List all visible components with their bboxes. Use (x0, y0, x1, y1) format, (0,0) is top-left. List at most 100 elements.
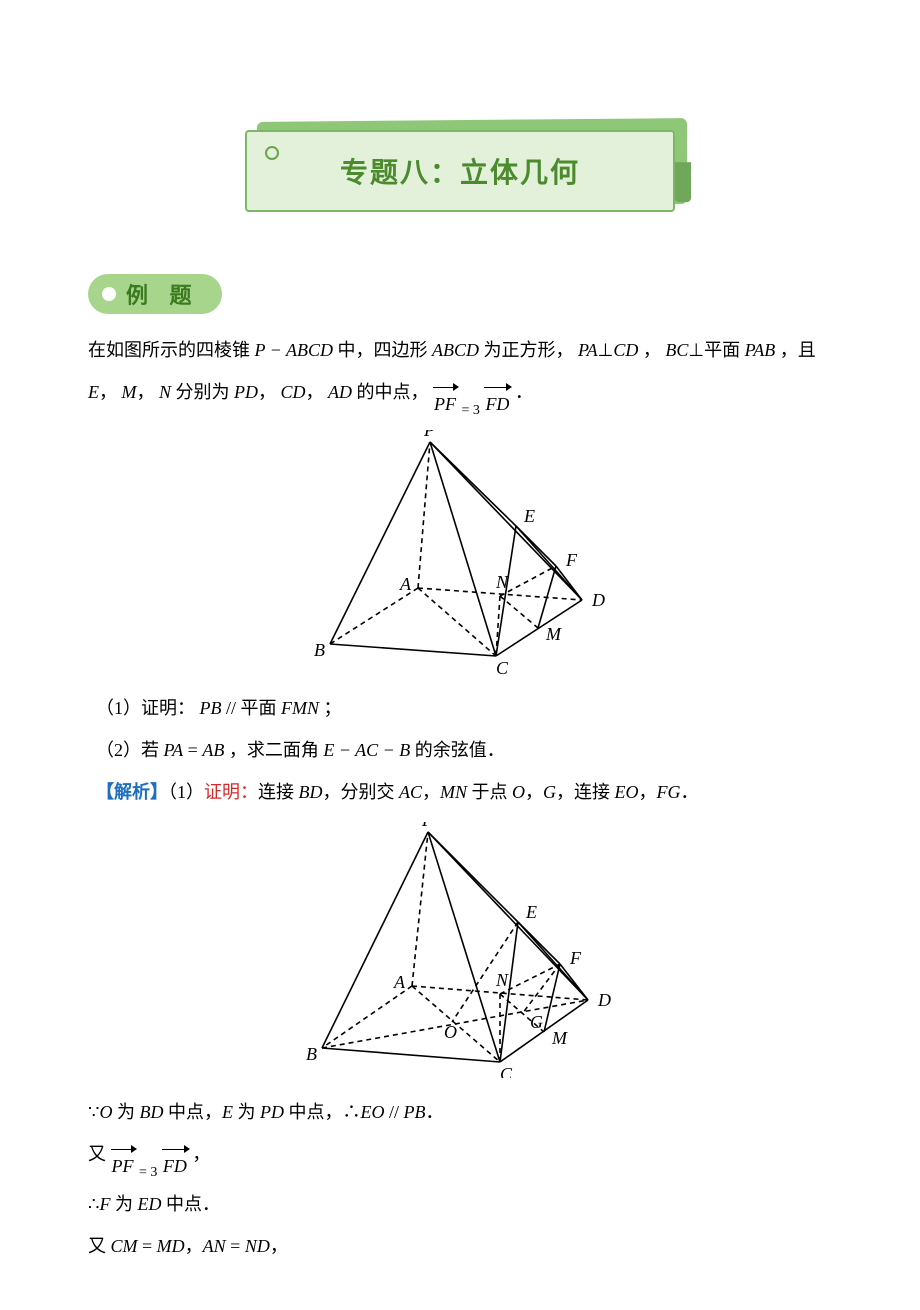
svg-text:A: A (393, 972, 406, 992)
t: 中点， (163, 1102, 222, 1122)
t: ，求二面角 (229, 740, 324, 760)
svg-text:O: O (444, 1022, 457, 1042)
question-2: （2）若 PA = AB ，求二面角 E − AC − B 的余弦值． (88, 732, 832, 768)
pill-dot-icon (102, 287, 116, 301)
proof-tag: 证明： (204, 782, 258, 802)
document-page: 专题八：立体几何 例 题 在如图所示的四棱锥 P − ABCD 中，四边形 AB… (0, 0, 920, 1310)
t: ∴ (88, 1194, 99, 1214)
vector-equation-2: PF = 3 FD (111, 1143, 188, 1180)
figure-2-pyramid: PABCDEFMNOG (300, 822, 620, 1078)
t: ， (137, 382, 155, 402)
svg-text:F: F (565, 550, 578, 570)
t: 平面 (704, 340, 745, 360)
m: E (222, 1102, 233, 1122)
t: ∵ (88, 1102, 99, 1122)
t: = (226, 1236, 245, 1256)
svg-text:E: E (523, 506, 535, 526)
m: PB (403, 1102, 425, 1122)
solution-header: 【解析】（1）证明：连接 BD，分别交 AC，MN 于点 O，G，连接 EO，F… (88, 774, 832, 810)
t: ， (422, 782, 440, 802)
svg-text:B: B (306, 1044, 317, 1064)
m: O (512, 782, 525, 802)
m: PB (200, 698, 222, 718)
example-pill: 例 题 (88, 274, 222, 314)
t: ， (258, 382, 276, 402)
svg-text:A: A (399, 574, 412, 594)
m: EO (615, 782, 639, 802)
t: ， (306, 382, 324, 402)
svg-text:D: D (597, 990, 611, 1010)
svg-text:M: M (545, 624, 562, 644)
t: （1） (168, 782, 204, 802)
t: 为 (233, 1102, 260, 1122)
m: G (543, 782, 556, 802)
t: 又 (88, 1236, 111, 1256)
perp-icon: ⊥ (598, 340, 614, 360)
t: 中点，∴ (284, 1102, 361, 1122)
t: 的余弦值． (415, 740, 505, 760)
t: = (138, 1236, 157, 1256)
svg-text:P: P (421, 822, 433, 830)
t: 分别为 (176, 382, 235, 402)
m: CM (111, 1236, 138, 1256)
t: // 平面 (226, 698, 281, 718)
vec-pf: PF (111, 1157, 135, 1175)
m: E (88, 382, 99, 402)
m: CD (281, 382, 306, 402)
t: 为正方形， (484, 340, 574, 360)
proof-line-3: ∴F 为 ED 中点． (88, 1186, 832, 1222)
svg-text:M: M (551, 1028, 568, 1048)
eq3: = 3 (139, 1165, 157, 1180)
banner-hole-icon (265, 146, 279, 160)
t: ． (681, 782, 699, 802)
t: // (384, 1102, 403, 1122)
vector-equation: PF = 3 FD (433, 381, 510, 418)
t: 又 (88, 1144, 106, 1164)
problem-line-2: E， M， N 分别为 PD， CD， AD 的中点， PF = 3 FD ． (88, 374, 832, 418)
m: BD (299, 782, 323, 802)
m: ABCD (432, 340, 479, 360)
t: 于点 (467, 782, 512, 802)
m: AC (399, 782, 422, 802)
perp-icon: ⊥ (688, 340, 704, 360)
m: CD (613, 340, 638, 360)
m: ND (245, 1236, 270, 1256)
svg-text:P: P (423, 430, 435, 440)
svg-text:C: C (496, 658, 509, 674)
t: 中，四边形 (338, 340, 433, 360)
m: O (99, 1102, 112, 1122)
m: BC (665, 340, 688, 360)
t: 连接 (258, 782, 299, 802)
t: ， (639, 782, 657, 802)
m: PAB (745, 340, 776, 360)
t: ； (324, 698, 342, 718)
m: EO (360, 1102, 384, 1122)
t: ． (515, 382, 533, 402)
t: ， (192, 1144, 210, 1164)
svg-text:N: N (495, 970, 509, 990)
m: F (99, 1194, 110, 1214)
m: PD (234, 382, 258, 402)
t: ，且 (780, 340, 816, 360)
m: AN (203, 1236, 226, 1256)
t: 在如图所示的四棱锥 (88, 340, 255, 360)
m: PA (578, 340, 598, 360)
m: BD (139, 1102, 163, 1122)
m: AB (202, 740, 224, 760)
banner-front: 专题八：立体几何 (245, 130, 675, 212)
t: 的中点， (357, 382, 429, 402)
svg-text:D: D (591, 590, 605, 610)
eq3: = 3 (462, 403, 480, 418)
pill-label: 例 题 (126, 278, 200, 310)
svg-text:E: E (525, 902, 537, 922)
m: AD (328, 382, 352, 402)
m: M (122, 382, 137, 402)
vec-pf: PF (433, 395, 457, 413)
m: PA (164, 740, 184, 760)
svg-text:G: G (530, 1012, 543, 1032)
m: ED (137, 1194, 161, 1214)
svg-text:B: B (314, 640, 325, 660)
m: MD (157, 1236, 185, 1256)
m: P − ABCD (255, 340, 334, 360)
vec-fd: FD (162, 1157, 188, 1175)
